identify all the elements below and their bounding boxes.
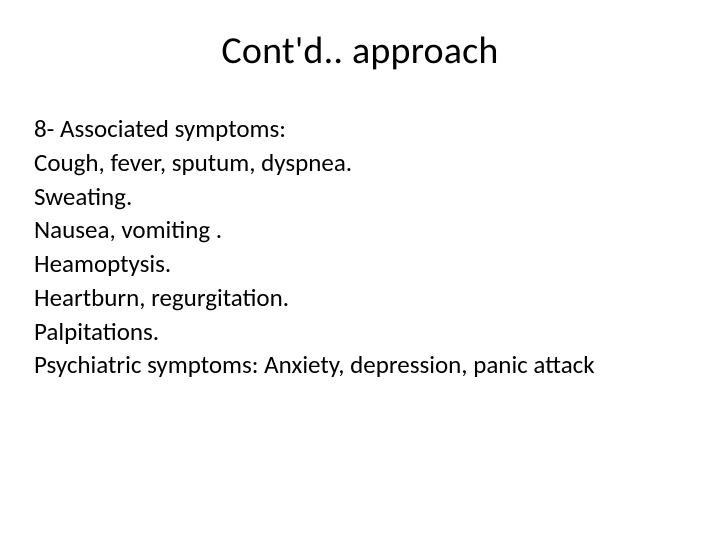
body-line: 8- Associated symptoms: [34,112,686,146]
body-line: Heartburn, regurgitation. [34,281,686,315]
body-line: Sweating. [34,180,686,214]
slide-body: 8- Associated symptoms: Cough, fever, sp… [34,112,686,382]
body-line: Psychiatric symptoms: Anxiety, depressio… [34,348,686,382]
body-line: Cough, fever, sputum, dyspnea. [34,146,686,180]
body-line: Palpitations. [34,315,686,349]
slide-container: Cont'd.. approach 8- Associated symptoms… [0,0,720,540]
body-line: Nausea, vomiting . [34,213,686,247]
body-line: Heamoptysis. [34,247,686,281]
slide-title: Cont'd.. approach [34,28,686,74]
